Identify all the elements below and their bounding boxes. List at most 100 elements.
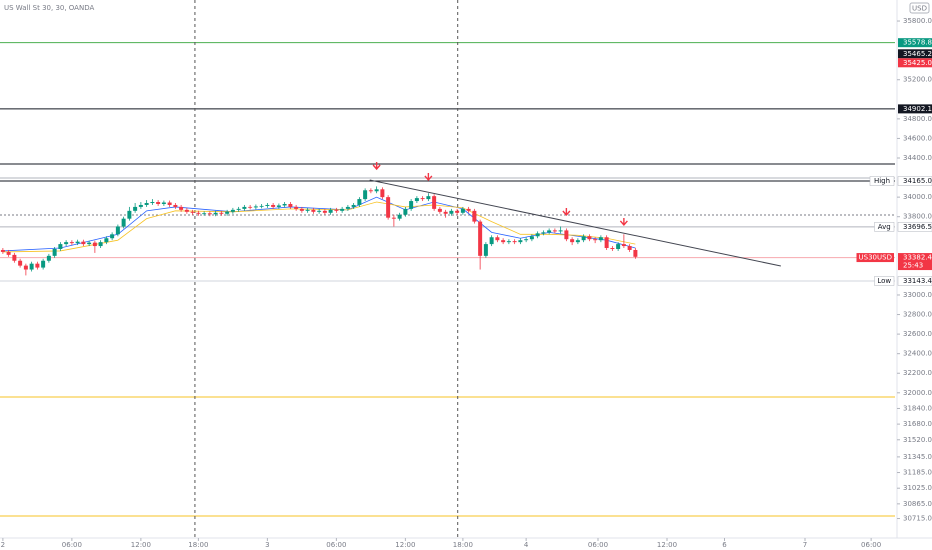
price-label-name-box: [874, 222, 895, 232]
price-label-box: [897, 176, 932, 186]
candle-body: [121, 218, 126, 227]
candle-body: [248, 206, 253, 208]
price-label: 34165.0: [903, 177, 932, 185]
candle-body: [535, 233, 540, 237]
candle-body: [173, 204, 178, 207]
price-label: 33143.4: [903, 277, 932, 285]
y-tick-label: 32800.0: [903, 311, 932, 319]
candle-body: [58, 244, 63, 249]
candle-body: [541, 232, 546, 234]
candle-body: [581, 236, 586, 241]
y-tick-label: 32600.0: [903, 330, 932, 338]
candle-body: [621, 244, 626, 247]
x-tick-label: 12:00: [131, 541, 151, 549]
candle-body: [633, 249, 638, 257]
y-tick-label: 33000.0: [903, 291, 932, 299]
candle-body: [518, 240, 523, 243]
price-label-name-box: [874, 276, 895, 286]
x-tick-label: 06:00: [861, 541, 881, 549]
candle-body: [265, 204, 270, 206]
candle-body: [386, 197, 391, 218]
currency-badge[interactable]: [909, 2, 930, 14]
currency[interactable]: USD: [912, 5, 927, 13]
candle-body: [23, 265, 28, 270]
price-label-box: [897, 222, 932, 232]
candle-body: [610, 248, 615, 249]
candle-body: [317, 210, 322, 212]
candle-body: [75, 241, 80, 244]
candle-body: [340, 208, 345, 211]
arrow-marker: [424, 172, 433, 182]
moving-average: [2, 201, 636, 253]
y-tick-label: 34400.0: [903, 154, 932, 162]
price-label-box: [898, 49, 932, 59]
candle-body: [506, 241, 511, 243]
candle-body: [184, 209, 189, 212]
candle-body: [328, 209, 333, 213]
candle-body: [363, 190, 368, 200]
candle-body: [41, 260, 46, 268]
x-tick-label: 06:00: [588, 541, 608, 549]
arrow-marker: [562, 207, 571, 217]
candle-body: [564, 230, 569, 240]
x-tick-label: 18:00: [188, 541, 208, 549]
candle-body: [167, 202, 172, 205]
candle-body: [512, 241, 517, 243]
candle-body: [64, 242, 69, 245]
trendline: [369, 179, 781, 267]
candle-body: [414, 198, 419, 202]
candle-body: [489, 237, 494, 245]
candle-body: [357, 199, 362, 205]
price-label-name: US30USD: [859, 254, 892, 262]
y-tick-label: 31680.0: [903, 420, 932, 428]
candle-body: [156, 202, 161, 204]
candle-body: [127, 210, 132, 219]
candle-body: [115, 226, 120, 235]
candle-body: [35, 263, 40, 268]
candle-body: [138, 204, 143, 207]
candle-body: [311, 209, 316, 212]
price-label-box: [898, 38, 932, 48]
candle-body: [0, 249, 5, 252]
y-tick-label: 35800.0: [903, 17, 932, 25]
candle-body: [460, 208, 465, 213]
y-tick-label: 31185.0: [903, 469, 932, 477]
candle-body: [598, 237, 603, 241]
candle-body: [616, 244, 621, 249]
x-tick-label: 4: [524, 541, 529, 549]
price-label: 33382.4: [903, 254, 932, 262]
candle-body: [230, 209, 235, 212]
candle-body: [478, 221, 483, 256]
y-tick-label: 32200.0: [903, 369, 932, 377]
price-label-box: [898, 104, 932, 114]
candle-body: [12, 254, 17, 261]
candle-body: [276, 205, 281, 207]
x-tick-label: 06:00: [62, 541, 82, 549]
candle-body: [179, 206, 184, 210]
x-tick-label: 3: [265, 541, 269, 549]
x-tick-label: 06:00: [326, 541, 346, 549]
candle-body: [420, 198, 425, 200]
candle-body: [547, 230, 552, 233]
y-tick-label: 31520.0: [903, 436, 932, 444]
candle-body: [558, 230, 563, 232]
price-label-name: High: [874, 177, 890, 185]
y-tick-label: 30865.0: [903, 500, 932, 508]
y-tick-label: 33800.0: [903, 213, 932, 221]
y-tick-label: 34600.0: [903, 134, 932, 142]
candle-body: [271, 204, 276, 207]
countdown: 25:43: [903, 262, 923, 270]
candle-body: [587, 236, 592, 240]
candle-body: [242, 206, 247, 209]
price-label-name-box: [869, 176, 895, 186]
candle-body: [524, 239, 529, 241]
price-label-box: [898, 58, 932, 68]
x-tick-label: 6: [722, 541, 727, 549]
price-label-name: Low: [877, 277, 891, 285]
candle-body: [202, 213, 207, 215]
candle-body: [403, 208, 408, 215]
y-tick-label: 32000.0: [903, 389, 932, 397]
candle-body: [593, 239, 598, 241]
